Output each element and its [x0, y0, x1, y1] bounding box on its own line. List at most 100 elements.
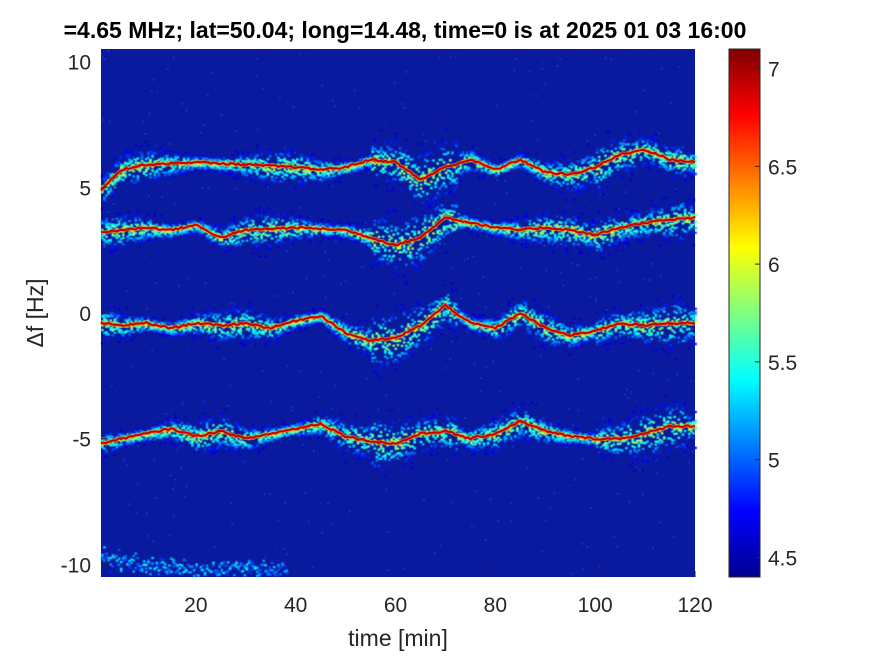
band-speck	[291, 174, 295, 178]
band-speck	[476, 156, 479, 159]
noise-speck	[553, 492, 556, 495]
noise-speck	[422, 58, 425, 60]
band-speck	[524, 242, 528, 245]
band-speck	[606, 238, 609, 241]
band-speck	[432, 240, 435, 243]
band-speck	[111, 312, 115, 315]
noise-speck	[103, 58, 106, 61]
band-speck	[658, 211, 662, 215]
band-speck	[432, 199, 435, 202]
band-speck	[113, 318, 117, 321]
band-speck	[166, 231, 169, 234]
band-speck	[620, 148, 624, 151]
band-speck	[503, 161, 507, 164]
band-speck	[667, 150, 670, 153]
band-speck	[411, 218, 414, 221]
band-speck	[564, 178, 567, 181]
band-speck	[285, 153, 289, 156]
band-speck	[134, 161, 138, 164]
band-speck	[159, 330, 163, 334]
band-speck	[514, 164, 517, 167]
noise-speck	[321, 532, 324, 534]
band-speck	[308, 162, 312, 165]
band-speck	[572, 164, 576, 167]
band-speck	[660, 159, 664, 162]
band-speck	[396, 247, 400, 250]
band-speck	[258, 176, 261, 179]
band-speck	[587, 144, 590, 148]
band-speck	[377, 221, 381, 224]
band-speck	[545, 221, 549, 224]
band-speck	[516, 217, 519, 220]
noise-speck	[186, 277, 189, 280]
noise-speck	[616, 492, 619, 495]
band-speck	[652, 204, 655, 207]
band-speck	[530, 239, 534, 242]
band-speck	[549, 219, 553, 222]
band-speck	[117, 341, 121, 344]
band-speck	[677, 214, 681, 217]
noise-speck	[355, 481, 358, 484]
band-speck	[566, 234, 569, 237]
noise-speck	[302, 443, 305, 446]
band-speck	[478, 165, 481, 168]
band-speck	[444, 127, 448, 130]
band-speck	[658, 229, 662, 232]
band-speck	[325, 232, 328, 235]
band-speck	[631, 218, 634, 221]
band-speck	[264, 239, 268, 242]
noise-speck	[161, 196, 164, 198]
band-speck	[639, 231, 643, 234]
band-speck	[262, 160, 265, 163]
band-speck	[302, 220, 305, 223]
band-speck	[377, 246, 381, 250]
band-speck	[511, 166, 515, 169]
band-speck	[241, 168, 245, 171]
band-speck	[455, 144, 458, 147]
band-speck	[426, 153, 429, 156]
signal-bands	[101, 127, 697, 578]
band-speck	[610, 240, 613, 243]
band-speck	[306, 231, 310, 234]
band-speck	[174, 330, 177, 334]
band-speck	[679, 214, 683, 217]
noise-speck	[327, 502, 330, 505]
band-speck	[157, 158, 161, 161]
band-speck	[323, 235, 326, 238]
noise-speck	[518, 406, 521, 409]
band-speck	[560, 236, 563, 239]
band-speck	[187, 231, 190, 234]
band-speck	[665, 214, 668, 217]
band-speck	[239, 154, 242, 157]
noise-speck	[363, 556, 366, 559]
band-speck	[254, 170, 257, 173]
band-speck	[325, 235, 328, 238]
band-speck	[187, 327, 190, 330]
band-speck	[451, 229, 454, 233]
band-speck	[266, 158, 270, 161]
band-speck	[184, 168, 188, 171]
band-speck	[560, 216, 563, 219]
band-speck	[296, 163, 299, 166]
band-speck	[597, 245, 601, 248]
band-speck	[444, 209, 448, 212]
band-speck	[105, 187, 108, 190]
band-speck	[310, 234, 314, 237]
noise-speck	[677, 294, 679, 297]
band-speck	[216, 232, 219, 235]
band-speck	[381, 155, 385, 159]
noise-speck	[271, 527, 274, 530]
band-speck	[142, 231, 146, 234]
band-speck	[270, 170, 274, 173]
noise-speck	[541, 67, 544, 70]
band-speck	[618, 146, 622, 149]
band-speck	[142, 328, 146, 331]
band-speck	[539, 176, 542, 179]
band-speck	[302, 172, 305, 176]
band-speck	[268, 245, 272, 248]
band-speck	[379, 243, 383, 246]
noise-speck	[568, 484, 571, 487]
band-speck	[323, 232, 326, 235]
noise-speck	[661, 232, 664, 235]
band-speck	[138, 317, 142, 320]
